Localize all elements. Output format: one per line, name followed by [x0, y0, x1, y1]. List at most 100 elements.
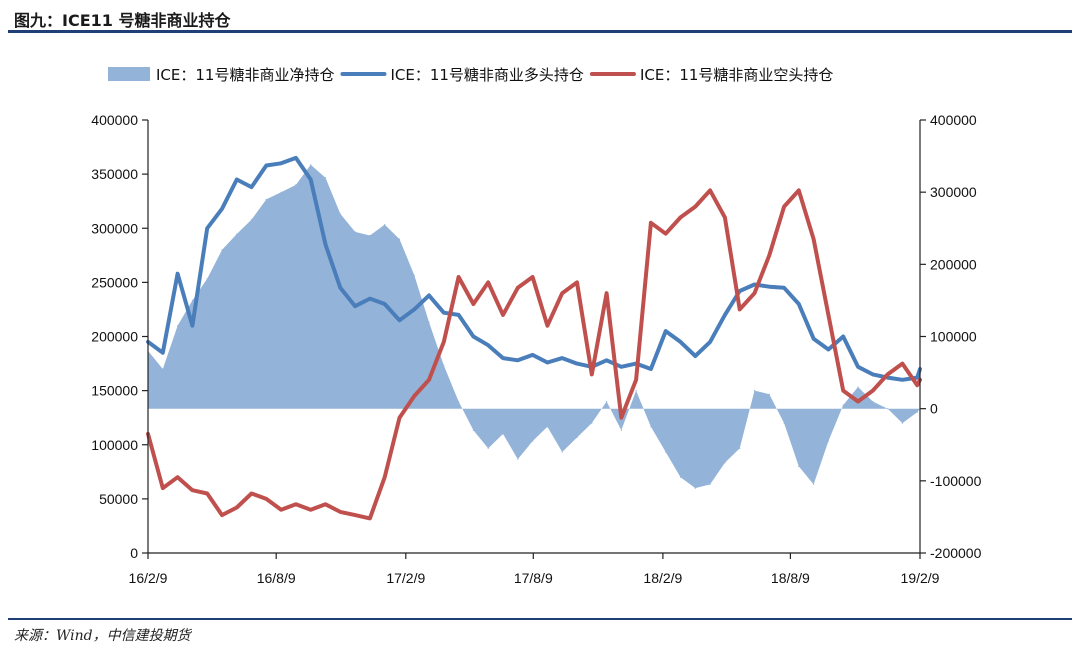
- x-tick-label: 16/8/9: [257, 570, 296, 586]
- net-position-point: [310, 164, 312, 166]
- short-position-point: [221, 514, 223, 516]
- source-note: 来源：Wind，中信建投期货: [14, 628, 191, 644]
- long-position-point: [383, 303, 386, 305]
- net-position-point: [739, 447, 741, 449]
- net-position-point: [221, 249, 223, 251]
- short-position-point: [576, 281, 578, 284]
- net-position-point: [724, 462, 726, 464]
- left-tick-label: 50000: [99, 491, 138, 507]
- long-position-point: [472, 335, 475, 338]
- net-position-point: [798, 465, 800, 467]
- long-position-point: [236, 178, 238, 181]
- right-tick-label: 100000: [930, 329, 977, 345]
- net-position-point: [546, 426, 549, 428]
- long-position-point: [768, 285, 771, 288]
- long-position-point: [309, 178, 312, 181]
- short-position-point: [398, 416, 401, 419]
- left-tick-label: 350000: [91, 166, 138, 182]
- long-position-point: [916, 376, 918, 379]
- x-tick-label: 17/2/9: [386, 570, 425, 586]
- short-position-point: [738, 308, 741, 311]
- long-position-line: [146, 155, 922, 382]
- net-position-point: [502, 433, 504, 435]
- short-position-point: [916, 384, 918, 387]
- left-tick-label: 300000: [91, 220, 138, 236]
- long-position-point: [502, 357, 504, 359]
- long-position-point: [162, 351, 164, 354]
- short-position-point: [354, 514, 356, 516]
- left-tick-label: 400000: [91, 112, 138, 128]
- net-position-point: [620, 429, 622, 431]
- long-position-point: [457, 314, 460, 316]
- right-tick-label: -200000: [930, 545, 982, 561]
- long-position-point: [398, 319, 401, 322]
- long-position-point: [827, 348, 830, 351]
- short-position-point: [679, 216, 682, 219]
- short-position-point: [250, 492, 253, 495]
- long-position-point: [709, 341, 711, 343]
- long-position-point: [605, 359, 608, 362]
- long-position-point: [798, 303, 800, 305]
- net-position-point: [827, 440, 830, 442]
- long-position-point: [354, 305, 356, 308]
- net-position-point: [650, 426, 652, 428]
- short-position-point: [827, 314, 830, 316]
- short-position-point: [798, 189, 800, 192]
- long-position-point: [650, 368, 652, 370]
- right-tick-label: 300000: [930, 184, 977, 200]
- short-position-point: [546, 324, 549, 327]
- long-position-point: [857, 366, 859, 368]
- long-position-point: [413, 308, 416, 311]
- long-position-point: [694, 355, 697, 357]
- short-position-point: [872, 389, 874, 392]
- short-position-point: [783, 205, 785, 208]
- short-position-point: [443, 341, 445, 343]
- short-position-point: [487, 281, 490, 284]
- short-position-point: [812, 238, 815, 240]
- short-position-point: [280, 508, 282, 511]
- short-position-point: [309, 508, 312, 511]
- right-tick-label: 200000: [930, 256, 977, 272]
- long-position-point: [369, 297, 371, 300]
- net-position-point: [443, 364, 445, 366]
- net-position-point: [901, 422, 904, 424]
- short-position-point: [206, 492, 208, 495]
- net-position-point: [369, 234, 371, 237]
- net-position-point: [384, 224, 386, 226]
- net-position-point: [162, 368, 164, 370]
- long-position-point: [176, 272, 179, 275]
- short-position-point: [650, 222, 652, 224]
- long-position-point: [738, 290, 741, 292]
- long-position-point: [620, 366, 623, 368]
- net-position-area: [148, 164, 920, 489]
- long-position-point: [428, 294, 430, 297]
- net-position-point: [428, 321, 430, 323]
- short-position-point: [502, 314, 504, 316]
- short-position-point: [295, 503, 297, 506]
- legend-label-long: ICE：11号糖非商业多头持仓: [390, 66, 583, 84]
- short-position-point: [694, 205, 697, 208]
- short-position-point: [428, 379, 430, 381]
- short-position-point: [753, 292, 756, 295]
- x-tick-label: 18/2/9: [643, 570, 682, 586]
- short-position-point: [635, 379, 637, 381]
- short-position-line: [146, 188, 922, 521]
- long-position-point: [783, 287, 785, 289]
- short-position-point: [472, 303, 475, 305]
- long-position-point: [221, 208, 223, 210]
- x-tick-label: 17/8/9: [514, 570, 553, 586]
- right-tick-label: -100000: [930, 473, 982, 489]
- short-position-point: [413, 395, 416, 397]
- short-position-point: [162, 487, 164, 489]
- short-position-point: [265, 498, 268, 500]
- short-position-point: [369, 517, 371, 520]
- top-rule: [8, 30, 1072, 33]
- net-position-point: [753, 390, 756, 392]
- long-position-point: [295, 157, 297, 159]
- net-position-point: [236, 233, 238, 235]
- right-tick-label: 400000: [930, 112, 977, 128]
- left-tick-label: 150000: [91, 383, 138, 399]
- net-position-point: [857, 386, 859, 388]
- long-position-point: [724, 314, 726, 316]
- net-position-point: [295, 184, 297, 186]
